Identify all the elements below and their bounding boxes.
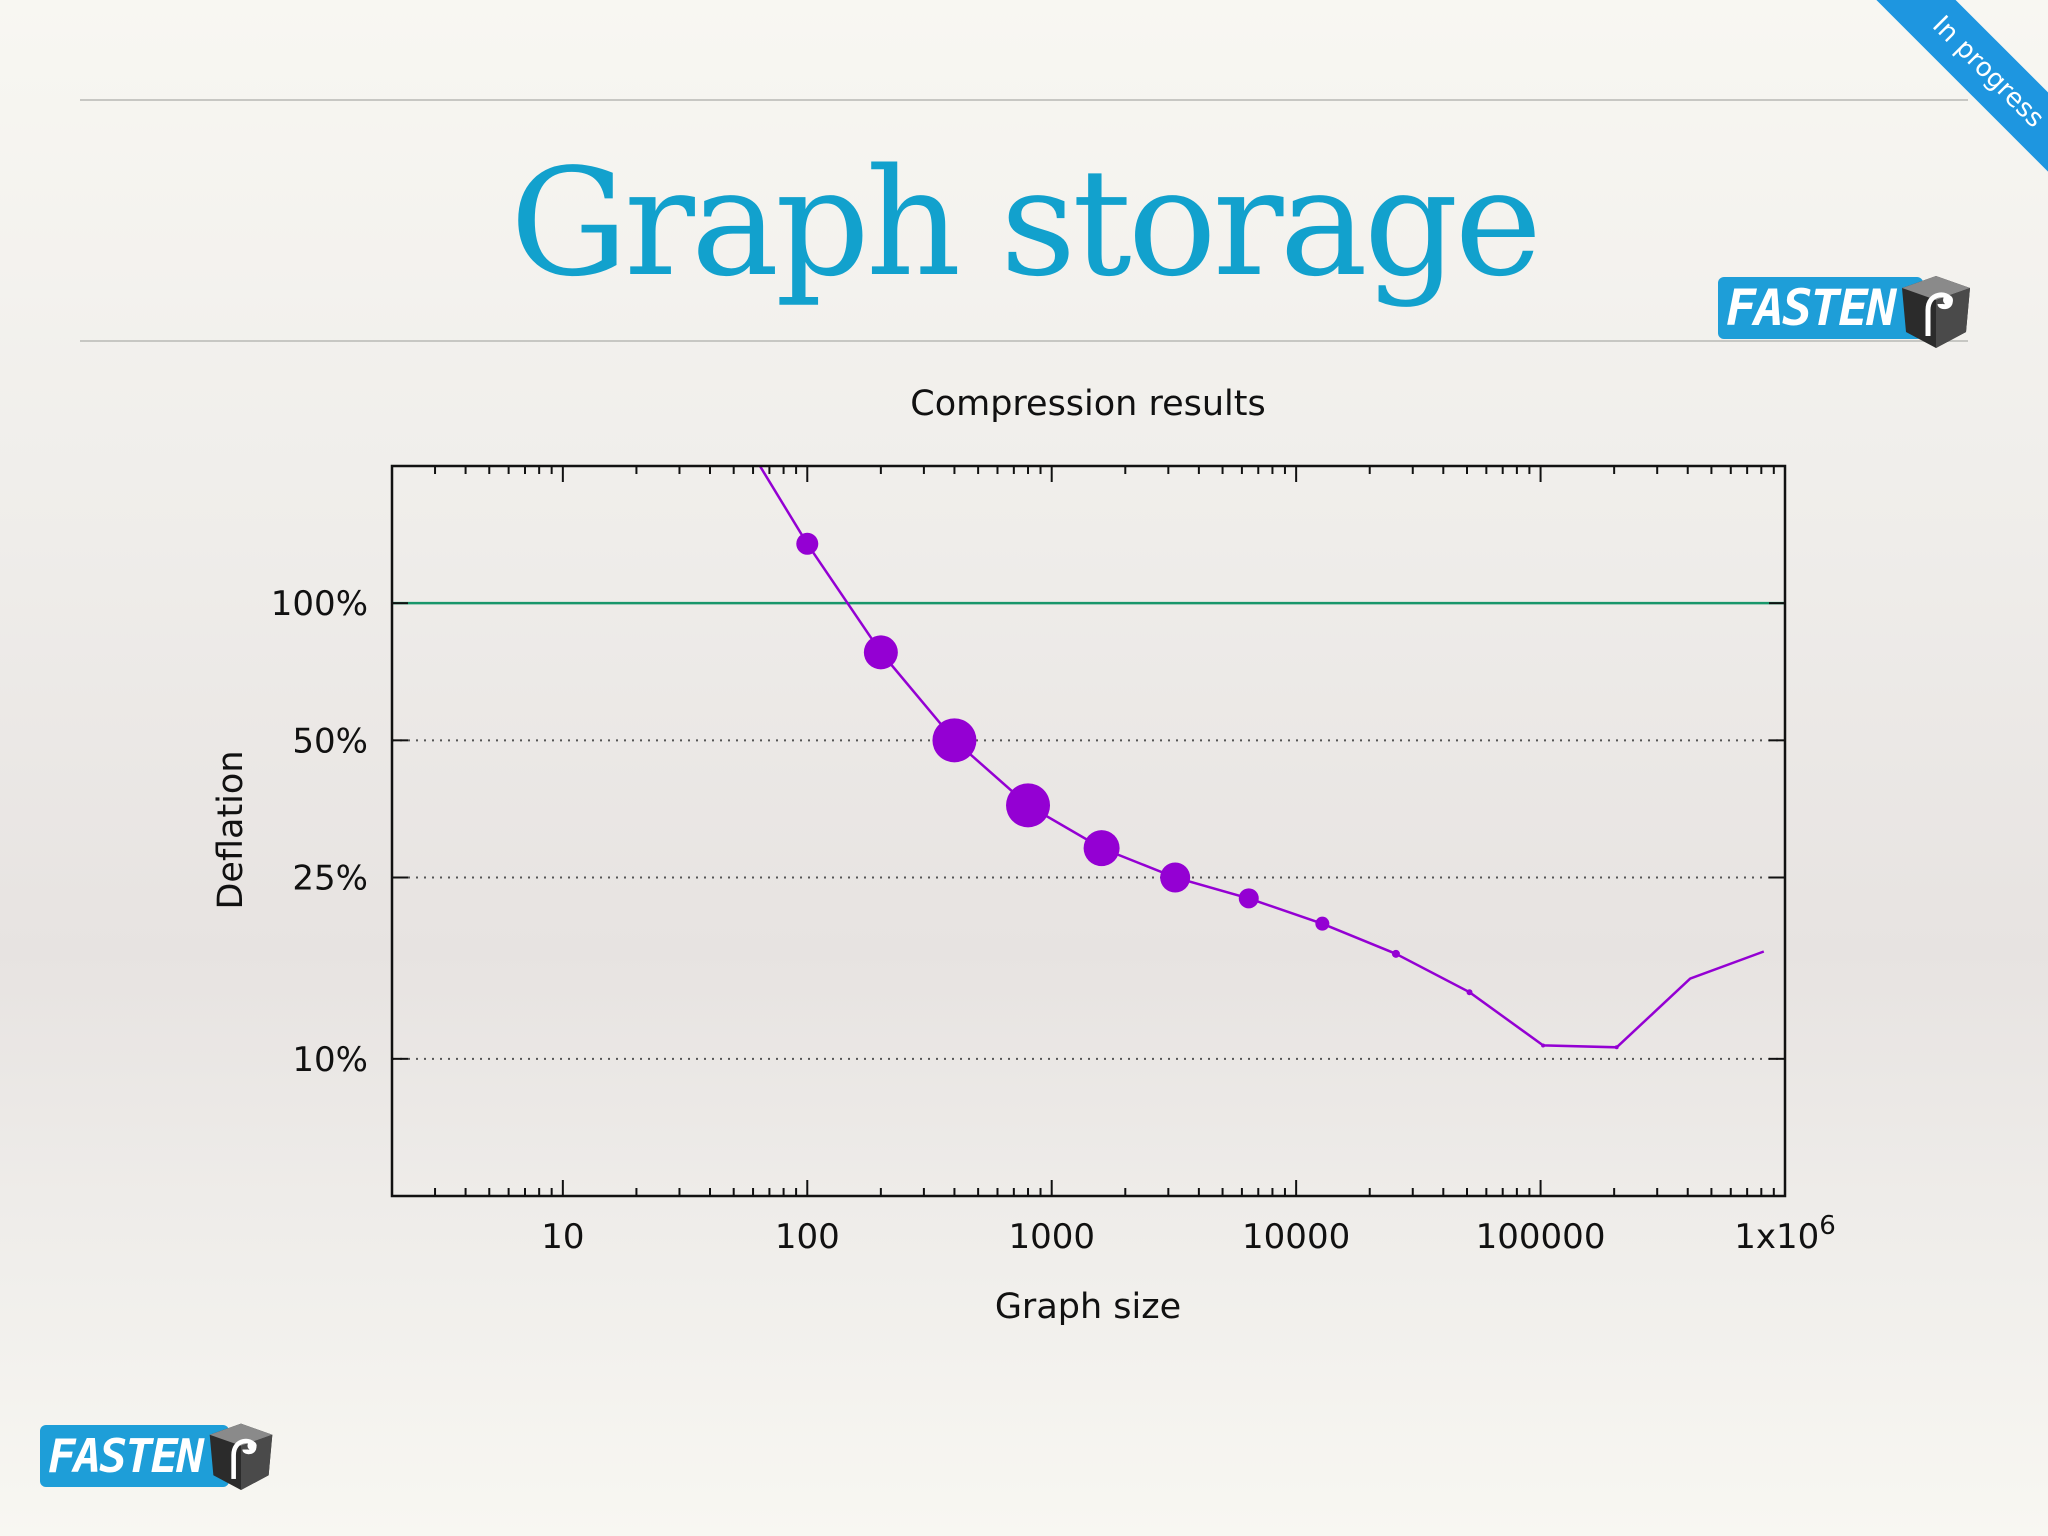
logo-text: FASTEN [1726, 279, 1897, 337]
cube-icon [209, 1423, 273, 1490]
top-rule [80, 99, 1968, 101]
data-point [1006, 783, 1051, 828]
x-tick-label: 10000 [1242, 1217, 1350, 1257]
y-tick-label: 25% [292, 859, 368, 899]
data-point [1541, 1043, 1546, 1048]
data-point [863, 635, 898, 670]
fasten-logo-header: FASTEN [1718, 270, 1974, 350]
data-point [1614, 1045, 1619, 1050]
data-point [1391, 949, 1400, 958]
fasten-logo-footer: FASTEN [40, 1418, 276, 1492]
plot-frame [390, 464, 1787, 1198]
x-axis-label: Graph size [995, 1287, 1181, 1327]
logo-text: FASTEN [48, 1429, 204, 1483]
x-tick-label: 100000 [1476, 1217, 1606, 1257]
data-point [932, 718, 977, 763]
x-tick-label: 1000 [1008, 1217, 1095, 1257]
x-tick-label: 100 [775, 1217, 840, 1257]
x-tick-label: 10 [541, 1217, 584, 1257]
y-tick-label: 10% [292, 1040, 368, 1080]
slide-title: Graph storage [509, 137, 1542, 309]
data-point [796, 532, 819, 555]
data-point [1466, 989, 1473, 996]
x-tick-label: 1x106 [1734, 1211, 1836, 1257]
data-point [1315, 916, 1330, 931]
bottom-rule [80, 340, 1968, 342]
chart-title: Compression results [910, 384, 1266, 424]
y-tick-label: 50% [292, 721, 368, 761]
y-axis-label: Deflation [211, 750, 251, 909]
logo-badge [1718, 277, 1923, 339]
cube-icon [1902, 276, 1970, 348]
logo-badge [40, 1425, 229, 1487]
data-point [1083, 830, 1120, 867]
y-tick-label: 100% [271, 584, 368, 624]
series-line [758, 466, 1765, 1049]
data-point [1160, 862, 1191, 893]
data-point [1238, 888, 1259, 909]
